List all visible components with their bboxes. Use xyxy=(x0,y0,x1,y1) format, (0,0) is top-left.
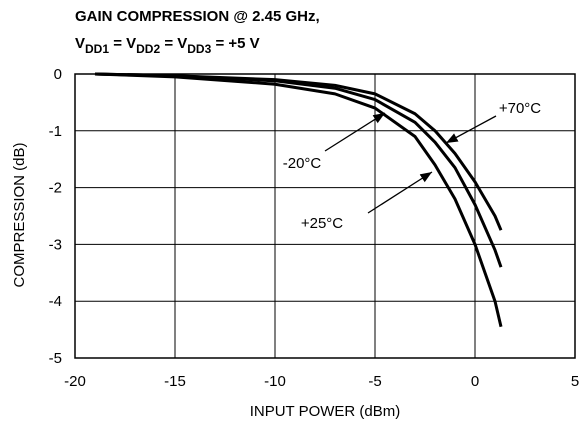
y-tick-label: 0 xyxy=(54,66,62,83)
y-tick-label: -1 xyxy=(49,123,62,140)
y-tick-label: -2 xyxy=(49,180,62,197)
curve xyxy=(94,72,503,231)
subtitle-part: DD3 xyxy=(187,42,211,56)
x-tick-label: 0 xyxy=(471,373,479,390)
subtitle-part: DD1 xyxy=(85,42,109,56)
subtitle-part: = +5 V xyxy=(211,35,259,52)
subtitle-part: = V xyxy=(109,35,136,52)
chart-subtitle: VDD1 = VDD2 = VDD3 = +5 V xyxy=(75,35,260,56)
x-tick-label: -5 xyxy=(368,373,381,390)
series-label: +70°C xyxy=(499,100,541,117)
label-arrow xyxy=(445,115,497,144)
y-tick-label: -3 xyxy=(49,236,62,253)
y-tick-label: -4 xyxy=(49,293,62,310)
series-label: +25°C xyxy=(301,215,343,232)
plot-border xyxy=(74,73,576,359)
x-tick-label: -10 xyxy=(264,373,286,390)
label-arrow xyxy=(367,171,433,214)
x-axis-label: INPUT POWER (dBm) xyxy=(250,403,401,420)
curve xyxy=(94,72,503,328)
x-tick-label: 5 xyxy=(571,373,579,390)
curve xyxy=(94,72,503,268)
subtitle-part: = V xyxy=(160,35,187,52)
x-tick-label: -15 xyxy=(164,373,186,390)
chart-title: GAIN COMPRESSION @ 2.45 GHz, xyxy=(75,8,320,25)
series-label: -20°C xyxy=(283,155,322,172)
x-tick-label: -20 xyxy=(64,373,86,390)
label-arrow xyxy=(324,112,386,152)
subtitle-part: V xyxy=(75,35,85,52)
y-tick-label: -5 xyxy=(49,350,62,367)
subtitle-part: DD2 xyxy=(136,42,160,56)
y-axis-label: COMPRESSION (dB) xyxy=(11,142,28,287)
